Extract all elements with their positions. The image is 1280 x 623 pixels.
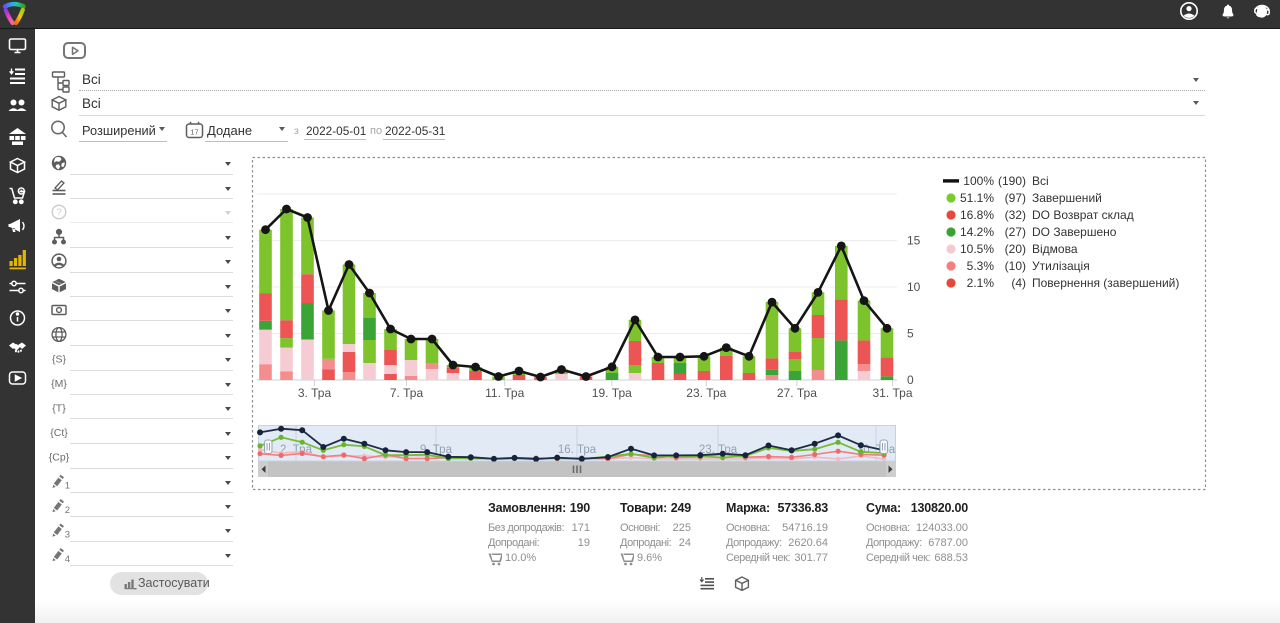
svg-text:7. Тра: 7. Тра [390, 386, 424, 400]
svg-text:16.8%: 16.8% [960, 208, 994, 222]
svg-text:(190): (190) [998, 174, 1026, 188]
svg-text:Відмова: Відмова [1032, 242, 1078, 256]
svg-text:23. Тра: 23. Тра [686, 386, 726, 400]
svg-text:{T}: {T} [52, 403, 66, 415]
svg-text:11. Тра: 11. Тра [485, 386, 524, 400]
svg-text:(97): (97) [1005, 191, 1026, 205]
svg-text:{M}: {M} [51, 378, 67, 390]
svg-text:DO Возврат склад: DO Возврат склад [1032, 208, 1134, 222]
svg-text:17: 17 [190, 128, 198, 137]
svg-text:23. Тра: 23. Тра [699, 444, 738, 456]
svg-text:4: 4 [65, 554, 70, 565]
svg-text:2: 2 [65, 505, 70, 516]
svg-text:51.1%: 51.1% [960, 191, 994, 205]
svg-text:(20): (20) [1005, 242, 1026, 256]
svg-text:16. Тра: 16. Тра [558, 444, 597, 456]
svg-text:(10): (10) [1005, 259, 1026, 273]
svg-text:0: 0 [907, 373, 914, 387]
svg-text:{Ct}: {Ct} [50, 427, 68, 439]
svg-text:{S}: {S} [52, 354, 67, 366]
svg-text:2.1%: 2.1% [967, 276, 995, 290]
svg-text:5.3%: 5.3% [967, 259, 995, 273]
svg-text:5: 5 [907, 327, 914, 341]
svg-text:DO Завершено: DO Завершено [1032, 225, 1117, 239]
svg-text:19. Тра: 19. Тра [592, 386, 632, 400]
svg-text:(32): (32) [1005, 208, 1026, 222]
svg-text:10.5%: 10.5% [960, 242, 994, 256]
svg-text:15: 15 [907, 234, 921, 248]
svg-text:10: 10 [907, 280, 921, 294]
svg-text:{Cp}: {Cp} [49, 452, 70, 464]
svg-text:(27): (27) [1005, 225, 1026, 239]
svg-text:Утилізація: Утилізація [1032, 259, 1090, 273]
svg-text:31. Тра: 31. Тра [872, 386, 912, 400]
svg-text:1: 1 [65, 481, 70, 492]
svg-text:Всі: Всі [1032, 174, 1049, 188]
svg-text:3: 3 [65, 529, 70, 540]
svg-text:100%: 100% [963, 174, 994, 188]
svg-text:Завершений: Завершений [1032, 191, 1102, 205]
svg-text:27. Тра: 27. Тра [777, 386, 817, 400]
svg-text:14.2%: 14.2% [960, 225, 994, 239]
svg-text:3. Тра: 3. Тра [298, 386, 332, 400]
svg-text:?: ? [56, 208, 62, 219]
svg-text:Повернення (завершений): Повернення (завершений) [1032, 276, 1179, 290]
svg-text:(4): (4) [1011, 276, 1026, 290]
